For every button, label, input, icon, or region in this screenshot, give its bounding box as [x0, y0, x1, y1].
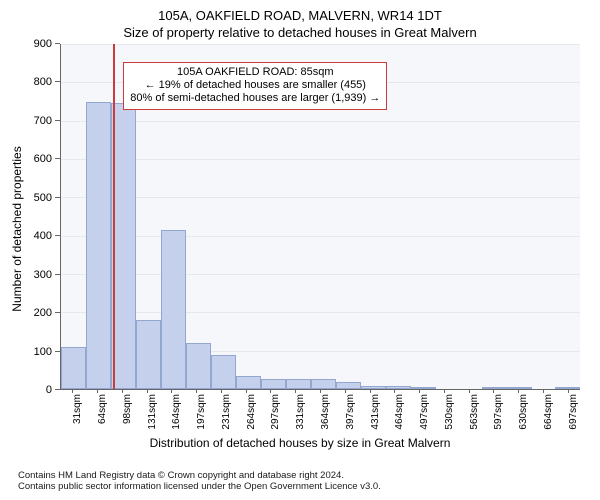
histogram-bar — [311, 379, 336, 389]
histogram-bar — [507, 387, 532, 389]
x-tick-label: 164sqm — [171, 394, 182, 430]
x-tick-mark — [419, 389, 420, 393]
annotation-box: 105A OAKFIELD ROAD: 85sqm ← 19% of detac… — [123, 62, 387, 110]
histogram-bar — [211, 355, 236, 390]
histogram-bar — [236, 376, 261, 389]
title-sub: Size of property relative to detached ho… — [10, 25, 590, 40]
x-tick-mark — [568, 389, 569, 393]
x-tick-mark — [246, 389, 247, 393]
footnote-line-2: Contains public sector information licen… — [18, 481, 590, 492]
histogram-bar — [386, 386, 411, 389]
histogram-bar — [161, 230, 186, 389]
footnote-line-1: Contains HM Land Registry data © Crown c… — [18, 470, 590, 481]
x-tick-label: 563sqm — [469, 394, 480, 430]
x-tick-label: 697sqm — [568, 394, 579, 430]
x-tick-label: 630sqm — [518, 394, 529, 430]
x-tick-mark — [518, 389, 519, 393]
x-tick-mark — [345, 389, 346, 393]
x-tick-mark — [469, 389, 470, 393]
y-tick-label: 700 — [34, 115, 52, 127]
x-axis-label: Distribution of detached houses by size … — [10, 436, 590, 450]
x-tick-label: 131sqm — [147, 394, 158, 430]
title-main: 105A, OAKFIELD ROAD, MALVERN, WR14 1DT — [10, 8, 590, 23]
x-axis-ticks: 31sqm64sqm98sqm131sqm164sqm197sqm231sqm2… — [60, 390, 580, 414]
histogram-bar — [261, 379, 286, 389]
x-tick-label: 64sqm — [97, 394, 108, 424]
x-tick-label: 98sqm — [122, 394, 133, 424]
histogram-bar — [482, 387, 507, 389]
x-tick-mark — [171, 389, 172, 393]
y-tick-label: 500 — [34, 192, 52, 204]
x-tick-label: 264sqm — [246, 394, 257, 430]
x-tick-mark — [147, 389, 148, 393]
annotation-line-3: 80% of semi-detached houses are larger (… — [130, 92, 380, 105]
histogram-bar — [411, 387, 436, 389]
x-tick-mark — [370, 389, 371, 393]
x-tick-label: 397sqm — [345, 394, 356, 430]
marker-line — [113, 44, 115, 389]
x-tick-label: 597sqm — [493, 394, 504, 430]
x-tick-label: 297sqm — [270, 394, 281, 430]
x-tick-mark — [394, 389, 395, 393]
y-tick-label: 100 — [34, 346, 52, 358]
x-tick-label: 331sqm — [295, 394, 306, 430]
x-tick-mark — [444, 389, 445, 393]
plot-area: 105A OAKFIELD ROAD: 85sqm ← 19% of detac… — [60, 44, 580, 390]
x-tick-mark — [493, 389, 494, 393]
x-tick-label: 31sqm — [72, 394, 83, 424]
x-tick-label: 664sqm — [543, 394, 554, 430]
x-tick-mark — [196, 389, 197, 393]
x-tick-mark — [320, 389, 321, 393]
footnote: Contains HM Land Registry data © Crown c… — [18, 470, 590, 493]
x-tick-mark — [122, 389, 123, 393]
plot-wrap: Number of detached properties 105A OAKFI… — [60, 44, 580, 414]
histogram-bar — [186, 343, 211, 389]
x-tick-label: 231sqm — [221, 394, 232, 430]
x-tick-label: 464sqm — [394, 394, 405, 430]
y-tick-label: 400 — [34, 230, 52, 242]
x-tick-mark — [295, 389, 296, 393]
y-tick-label: 0 — [46, 384, 52, 396]
x-tick-mark — [221, 389, 222, 393]
x-tick-label: 497sqm — [419, 394, 430, 430]
x-tick-label: 530sqm — [444, 394, 455, 430]
histogram-bar — [86, 102, 111, 389]
annotation-line-1: 105A OAKFIELD ROAD: 85sqm — [130, 66, 380, 79]
x-tick-mark — [72, 389, 73, 393]
histogram-bar — [361, 386, 386, 389]
chart-container: 105A, OAKFIELD ROAD, MALVERN, WR14 1DT S… — [0, 0, 600, 500]
x-tick-mark — [270, 389, 271, 393]
x-tick-label: 431sqm — [370, 394, 381, 430]
y-tick-label: 800 — [34, 76, 52, 88]
annotation-line-2: ← 19% of detached houses are smaller (45… — [130, 79, 380, 92]
y-tick-label: 900 — [34, 38, 52, 50]
histogram-bar — [136, 320, 161, 389]
histogram-bar — [286, 379, 311, 389]
y-tick-label: 300 — [34, 269, 52, 281]
x-tick-label: 197sqm — [196, 394, 207, 430]
y-tick-label: 600 — [34, 153, 52, 165]
x-tick-label: 364sqm — [320, 394, 331, 430]
x-tick-mark — [543, 389, 544, 393]
y-tick-label: 200 — [34, 307, 52, 319]
y-axis-label: Number of detached properties — [10, 146, 24, 311]
histogram-bar — [61, 347, 86, 389]
histogram-bar — [336, 382, 361, 389]
x-tick-mark — [97, 389, 98, 393]
